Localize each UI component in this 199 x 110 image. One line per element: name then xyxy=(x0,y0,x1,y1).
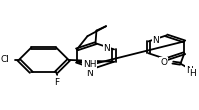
Text: O: O xyxy=(160,58,167,67)
Text: N: N xyxy=(152,36,159,45)
Text: F: F xyxy=(55,78,60,87)
Text: N: N xyxy=(86,69,93,78)
Text: N: N xyxy=(186,66,192,75)
Text: Cl: Cl xyxy=(0,55,9,64)
Text: N: N xyxy=(103,44,110,53)
Text: NH: NH xyxy=(83,60,97,69)
Text: H: H xyxy=(190,69,196,78)
